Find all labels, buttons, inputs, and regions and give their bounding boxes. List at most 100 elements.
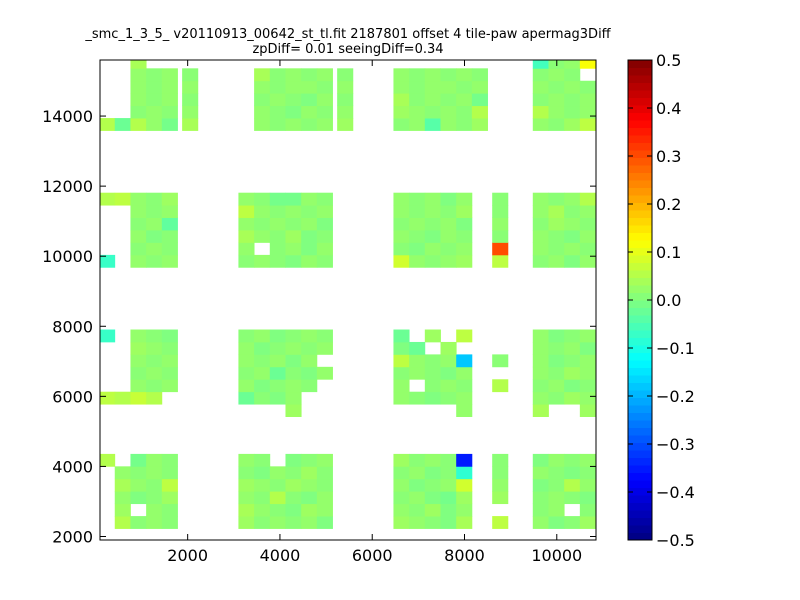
heatmap-cell <box>130 379 147 393</box>
heatmap-cell <box>409 105 426 119</box>
heatmap-cell <box>146 341 163 355</box>
heatmap-cell <box>269 478 286 492</box>
heatmap-cell <box>564 391 581 405</box>
heatmap-cell <box>254 329 271 343</box>
heatmap-cell <box>424 105 441 119</box>
heatmap-cell <box>456 404 473 417</box>
heatmap-cell <box>548 453 565 467</box>
heatmap-cell <box>424 80 441 94</box>
heatmap-cell <box>564 478 581 492</box>
colorbar-segment <box>628 150 652 158</box>
heatmap-cell <box>269 503 286 517</box>
heatmap-cell <box>130 68 147 82</box>
chart-title: _smc_1_3_5_ v20110913_00642_st_tl.fit 21… <box>84 27 611 42</box>
heatmap-cell <box>579 491 596 505</box>
heatmap-cell <box>424 478 441 492</box>
heatmap-cell <box>532 80 549 94</box>
colorbar-segment <box>628 442 652 451</box>
heatmap-cell <box>564 453 581 467</box>
heatmap-cell <box>301 105 318 119</box>
heatmap-cell <box>564 80 581 94</box>
heatmap-cell <box>161 68 178 82</box>
heatmap-cell <box>316 491 333 505</box>
heatmap-cell <box>114 516 131 529</box>
heatmap-cell <box>548 341 565 355</box>
heatmap-cell <box>440 354 457 368</box>
heatmap-cell <box>440 205 457 218</box>
colorbar-segment <box>628 375 652 383</box>
heatmap-cell <box>548 478 565 492</box>
heatmap-cell <box>146 379 163 393</box>
colorbar-tick-label: −0.4 <box>656 483 695 502</box>
heatmap-cell <box>100 453 116 467</box>
heatmap-cell <box>579 354 596 368</box>
colorbar-segment <box>628 330 652 338</box>
heatmap-cell <box>440 491 457 505</box>
heatmap-cell <box>532 503 549 517</box>
heatmap-cell <box>285 242 302 256</box>
heatmap-cell <box>161 366 178 380</box>
heatmap-cell <box>579 105 596 119</box>
heatmap-cell <box>532 192 549 206</box>
heatmap-cell <box>316 192 333 206</box>
heatmap-cell <box>393 391 410 405</box>
colorbar-segment <box>628 532 652 541</box>
heatmap-cell <box>161 242 178 256</box>
heatmap-cell <box>146 93 163 107</box>
heatmap-cell <box>456 68 473 82</box>
heatmap-cell <box>316 516 333 529</box>
heatmap-cell <box>409 453 426 467</box>
heatmap-cell <box>316 453 333 467</box>
heatmap-cell <box>269 80 286 94</box>
colorbar-segment <box>628 322 652 331</box>
heatmap-cell <box>146 366 163 380</box>
heatmap-cell <box>269 341 286 355</box>
heatmap-cell <box>532 205 549 218</box>
heatmap-cell <box>254 354 271 368</box>
heatmap-cell <box>409 230 426 243</box>
heatmap-cell <box>393 93 410 107</box>
heatmap-cell <box>564 93 581 107</box>
heatmap-cell <box>424 217 441 231</box>
heatmap-cell <box>146 354 163 368</box>
heatmap-cell <box>114 192 131 206</box>
heatmap-cell <box>456 391 473 405</box>
heatmap-cell <box>161 192 178 206</box>
heatmap-cell <box>564 354 581 368</box>
heatmap-cell <box>285 391 302 405</box>
heatmap-cell <box>409 118 426 131</box>
heatmap-cell <box>316 205 333 218</box>
heatmap-cell <box>146 466 163 480</box>
heatmap-cell <box>424 453 441 467</box>
colorbar-tick-label: 0.0 <box>656 291 681 310</box>
heatmap-cell <box>238 329 255 343</box>
heatmap-cell <box>456 254 473 268</box>
heatmap-cell <box>301 68 318 82</box>
heatmap-cell <box>161 379 178 393</box>
x-tick-label: 2000 <box>167 546 208 565</box>
heatmap-cell <box>254 478 271 492</box>
heatmap-cell <box>316 68 333 82</box>
heatmap-cell <box>548 93 565 107</box>
heatmap-cell <box>393 329 410 343</box>
heatmap-cell <box>579 478 596 492</box>
heatmap-cell <box>492 516 509 529</box>
colorbar-segment <box>628 225 652 233</box>
heatmap-cell <box>440 242 457 256</box>
heatmap-cell <box>579 80 596 94</box>
heatmap-cell <box>301 466 318 480</box>
heatmap-cell <box>492 491 509 505</box>
heatmap-cell <box>440 217 457 231</box>
heatmap-cell <box>424 516 441 529</box>
heatmap-cell <box>492 379 509 393</box>
heatmap-cell <box>161 516 178 529</box>
heatmap-cell <box>337 80 354 94</box>
heatmap-cell <box>409 516 426 529</box>
heatmap-cell <box>532 217 549 231</box>
colorbar-segment <box>628 247 652 256</box>
heatmap-cell <box>564 230 581 243</box>
heatmap-cell <box>254 379 271 393</box>
heatmap-cell <box>548 118 565 131</box>
heatmap-cell <box>316 118 333 131</box>
